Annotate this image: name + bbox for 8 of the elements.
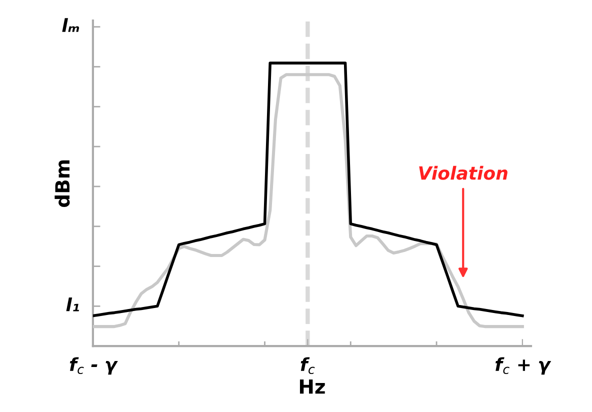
x-tick-label: f$_{c}$ + γ bbox=[496, 357, 552, 375]
annotation: Violation bbox=[419, 166, 508, 180]
x-axis-title: Hz bbox=[300, 379, 325, 394]
y-axis-title: dBm bbox=[54, 160, 70, 207]
x-tick-label: f$_{c}$ bbox=[300, 357, 315, 374]
x-tick-label: f$_{c}$ - γ bbox=[70, 357, 118, 375]
text: l₁ bbox=[66, 297, 80, 312]
text: lₘ bbox=[62, 18, 80, 32]
